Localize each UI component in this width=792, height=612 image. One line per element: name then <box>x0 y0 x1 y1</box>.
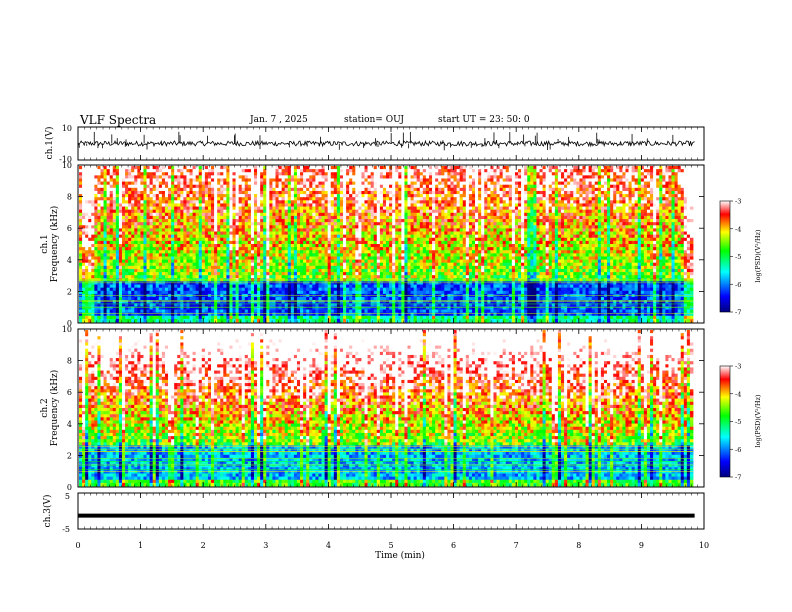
ch1-spectrogram-panel: 0 2 4 6 8 10 ch.1 Frequency (kHz) <box>40 161 705 328</box>
colorbar-tick-label: -4 <box>735 225 741 233</box>
spec-ytick-label: 10 <box>62 325 72 334</box>
ch3-ylabel: ch.3(V) <box>42 495 53 528</box>
spec-ytick-label: 2 <box>67 451 72 460</box>
colorbar-2-gradient <box>719 365 731 478</box>
spec-ytick-label: 0 <box>67 483 72 492</box>
ch2-spectrogram-image <box>79 330 694 487</box>
spec-ytick-label: 6 <box>67 224 72 233</box>
x-tick-label: 1 <box>138 541 143 550</box>
spec-ytick-label: 4 <box>67 256 72 265</box>
ch3-ytick-bottom: -5 <box>62 525 70 534</box>
date-label: Jan. 7 , 2025 <box>250 115 308 125</box>
ch1-spec-yticks: 0 2 4 6 8 10 <box>62 161 704 328</box>
colorbar-tick-label: -5 <box>735 253 741 261</box>
colorbar-tick-label: -3 <box>735 363 741 371</box>
spec-ytick-label: 2 <box>67 287 72 296</box>
colorbar-2: -3 -4 -5 -6 -7 log(PSD)(V²/Hz) <box>719 363 762 482</box>
x-axis-label: Time (min) <box>375 550 425 561</box>
x-axis-ticks: 0 1 2 3 4 5 6 7 8 9 10 <box>75 127 709 550</box>
x-tick-label: 6 <box>451 541 456 550</box>
ch1-ylabel: ch.1(V) <box>44 127 55 160</box>
x-tick-label: 2 <box>201 541 206 550</box>
colorbar-tick-label: -5 <box>735 418 741 426</box>
spec-ytick-label: 8 <box>67 357 72 366</box>
colorbar-1-ticks: -3 -4 -5 -6 -7 <box>730 198 741 317</box>
x-tick-label: 3 <box>263 541 268 550</box>
ch1-trace <box>77 139 695 148</box>
ch2-spec-ylabel-1: ch.2 <box>40 398 50 417</box>
start-time-label: start UT = 23: 50: 0 <box>438 115 530 125</box>
ch3-ytick-top: 5 <box>65 492 70 501</box>
colorbar-tick-label: -7 <box>735 474 741 482</box>
spec-ytick-label: 4 <box>67 420 72 429</box>
colorbar-tick-label: -4 <box>735 390 741 398</box>
ch1-ytick-top: 10 <box>62 124 72 133</box>
ch1-spectrogram-image <box>79 166 694 323</box>
ch1-spec-ylabel-2: Frequency (kHz) <box>49 206 60 283</box>
spec-ytick-label: 0 <box>67 319 72 328</box>
colorbar-tick-label: -3 <box>735 198 741 206</box>
x-tick-label: 10 <box>699 541 709 550</box>
x-tick-label: 7 <box>514 541 519 550</box>
spec-ytick-label: 6 <box>67 388 72 397</box>
colorbar-1: -3 -4 -5 -6 -7 log(PSD)(V²/Hz) <box>719 198 762 317</box>
station-label: station= OUJ <box>344 115 404 125</box>
ch1-spikes <box>78 131 674 151</box>
ch2-spec-yticks: 0 2 4 6 8 10 <box>62 325 704 492</box>
x-tick-label: 0 <box>75 541 80 550</box>
ch1-panel: 10 -10 ch.1(V) <box>44 124 705 164</box>
colorbar-1-label: log(PSD)(V²/Hz) <box>754 229 762 282</box>
colorbar-2-label: log(PSD)(V²/Hz) <box>754 394 762 447</box>
ch1-spec-ylabel-1: ch.1 <box>40 234 50 253</box>
colorbar-1-gradient <box>719 200 731 313</box>
ch3-frame <box>77 492 705 530</box>
spec-ytick-label: 8 <box>67 193 72 202</box>
ch1-ytick-bottom: -10 <box>59 155 72 164</box>
colorbar-tick-label: -6 <box>735 281 741 289</box>
spec-ytick-label: 10 <box>62 161 72 170</box>
x-tick-label: 4 <box>326 541 331 550</box>
chart-title: VLF Spectra <box>80 113 156 127</box>
colorbar-2-ticks: -3 -4 -5 -6 -7 <box>730 363 741 482</box>
colorbar-tick-label: -7 <box>735 309 741 317</box>
x-tick-label: 8 <box>576 541 581 550</box>
ch2-spectrogram-panel: 0 2 4 6 8 10 ch.2 Frequency (kHz) <box>40 325 705 492</box>
x-tick-label: 9 <box>639 541 644 550</box>
x-tick-label: 5 <box>388 541 393 550</box>
ch2-spec-ylabel-2: Frequency (kHz) <box>49 370 60 447</box>
ch3-panel: 5 -5 ch.3(V) <box>42 492 705 534</box>
colorbar-tick-label: -6 <box>735 446 741 454</box>
